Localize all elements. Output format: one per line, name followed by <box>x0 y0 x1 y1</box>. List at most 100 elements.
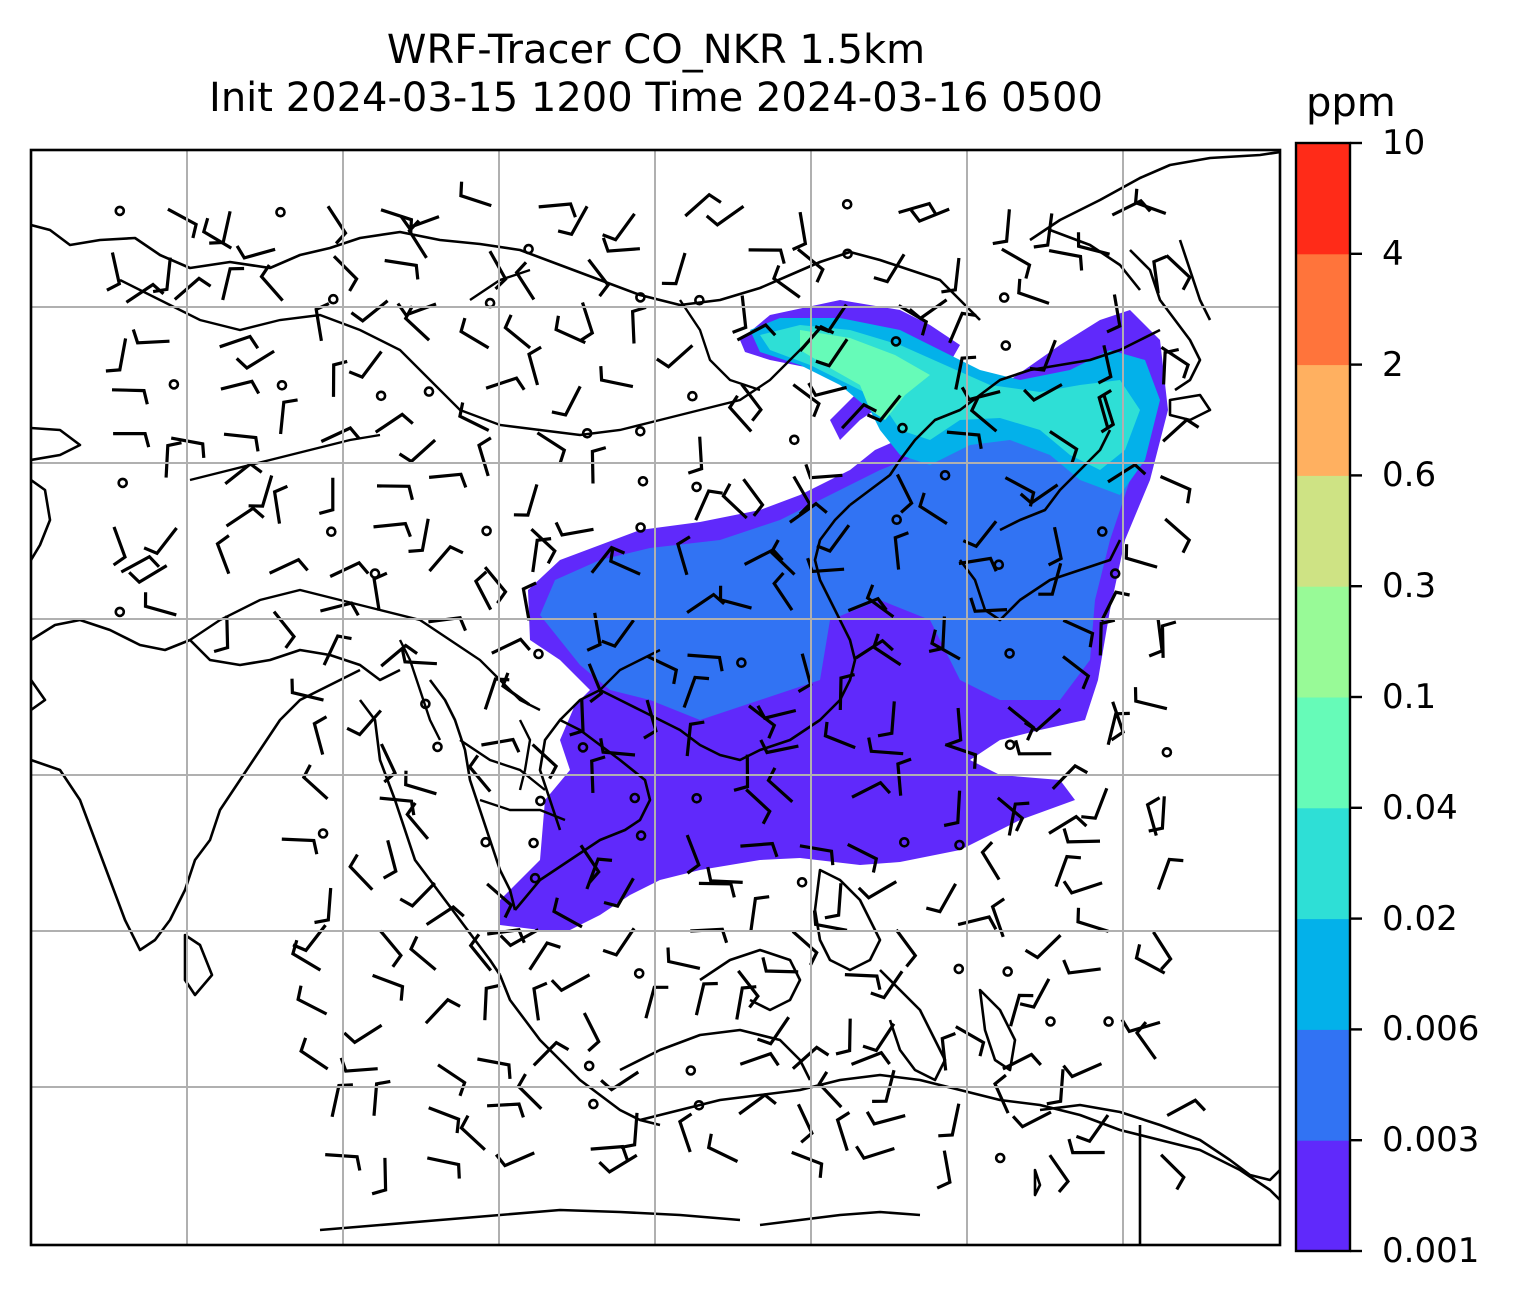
wind-barb <box>788 501 828 524</box>
colorbar-tick-label: 2 <box>1382 344 1404 385</box>
wind-barb <box>850 1050 891 1066</box>
wind-barb <box>769 539 796 576</box>
wind-barb <box>854 638 894 660</box>
wind-barb <box>527 345 542 386</box>
colorbar <box>1294 141 1362 1253</box>
wind-barb <box>557 205 589 237</box>
wind-barb <box>424 997 461 1025</box>
wind-barb <box>748 704 777 739</box>
calm-wind-marker <box>633 968 645 979</box>
wind-barb <box>646 654 679 685</box>
wind-barb <box>221 266 245 301</box>
calm-wind-marker <box>420 698 431 710</box>
wind-barb <box>955 1025 986 1057</box>
wind-barb <box>467 754 492 793</box>
calm-wind-marker <box>423 386 435 397</box>
wind-barb <box>590 446 607 484</box>
wind-barb <box>1075 1114 1110 1144</box>
wind-barb <box>1014 739 1052 756</box>
wind-barb <box>314 887 333 925</box>
wind-barb <box>536 431 567 465</box>
wind-barb <box>152 257 172 294</box>
wind-barb <box>428 1106 461 1134</box>
wind-barb <box>279 398 298 435</box>
wind-barb <box>332 255 359 292</box>
wind-barb <box>219 334 260 350</box>
wind-barb <box>602 212 636 242</box>
wind-barb <box>528 941 561 971</box>
wind-barb <box>481 737 521 753</box>
wind-barb <box>941 257 961 294</box>
wind-barb <box>824 883 843 920</box>
wind-barb <box>329 560 370 578</box>
wind-barb <box>718 585 752 610</box>
wind-barb <box>791 930 819 966</box>
wind-barb <box>666 947 701 970</box>
wind-barb <box>486 882 514 919</box>
map-area <box>31 150 1280 1245</box>
wind-barb <box>1106 711 1130 746</box>
wind-barb <box>1062 1062 1103 1079</box>
wind-barb <box>225 506 265 528</box>
wind-barb <box>248 475 274 508</box>
wind-barb <box>742 478 765 517</box>
calm-wind-marker <box>533 648 544 660</box>
wind-barb <box>201 217 233 250</box>
wind-barb <box>838 673 855 711</box>
wind-barb <box>732 295 748 334</box>
colorbar-tick-label: 0.001 <box>1382 1231 1480 1271</box>
wind-barb <box>1159 1153 1186 1191</box>
wind-barb <box>938 1103 961 1138</box>
calm-wind-marker <box>629 792 641 804</box>
wind-barb <box>483 983 501 1021</box>
colorbar-tick-label: 0.02 <box>1382 898 1458 939</box>
colorbar-segment <box>1296 143 1350 255</box>
wind-barb <box>817 1071 843 1109</box>
wind-barb <box>1007 801 1030 836</box>
wind-barb <box>1166 1098 1207 1117</box>
wind-barb <box>873 253 906 284</box>
wind-barb <box>1046 1069 1065 1106</box>
calm-wind-marker <box>168 379 180 390</box>
calm-wind-marker <box>1045 1016 1056 1027</box>
wind-barb <box>1098 618 1116 656</box>
colorbar-tick-label: 0.3 <box>1382 566 1437 607</box>
wind-barb <box>400 647 437 666</box>
colorbar-segment <box>1296 697 1350 809</box>
wind-barb <box>862 1022 896 1053</box>
wind-barb <box>682 675 710 709</box>
wind-barb <box>112 526 127 567</box>
colorbar-tick-label: 0.04 <box>1382 787 1458 828</box>
wind-barb <box>379 796 416 816</box>
wind-barb <box>948 311 977 344</box>
wind-barb <box>930 629 961 661</box>
title-line-2: Init 2024-03-15 1200 Time 2024-03-16 050… <box>209 75 1103 121</box>
wind-barb <box>259 264 284 302</box>
wind-barb <box>694 489 723 521</box>
calm-wind-marker <box>484 297 496 309</box>
wind-barb <box>835 1018 852 1056</box>
wind-barb <box>1001 247 1032 279</box>
colorbar-tick-label: 0.003 <box>1382 1120 1480 1161</box>
title-line-1: WRF-Tracer CO_NKR 1.5km <box>386 27 926 73</box>
wind-barb <box>382 839 398 880</box>
wind-barb <box>1156 857 1184 891</box>
wind-barb <box>1165 254 1192 291</box>
wind-barb <box>896 757 912 796</box>
calm-wind-marker <box>635 830 647 841</box>
wind-barb <box>428 472 468 488</box>
wind-barb <box>740 383 763 422</box>
wind-barb <box>946 707 963 747</box>
wind-barb <box>167 207 198 239</box>
wind-barb <box>1162 417 1200 443</box>
wind-barb <box>1152 254 1168 294</box>
wind-barb <box>816 524 851 553</box>
wind-barb <box>350 299 389 323</box>
wind-barb <box>1048 814 1088 835</box>
wind-barb <box>1076 907 1109 933</box>
wind-barb <box>739 1051 780 1067</box>
wind-barb <box>969 397 998 433</box>
wind-barb <box>312 715 328 756</box>
wind-barb <box>521 581 537 621</box>
